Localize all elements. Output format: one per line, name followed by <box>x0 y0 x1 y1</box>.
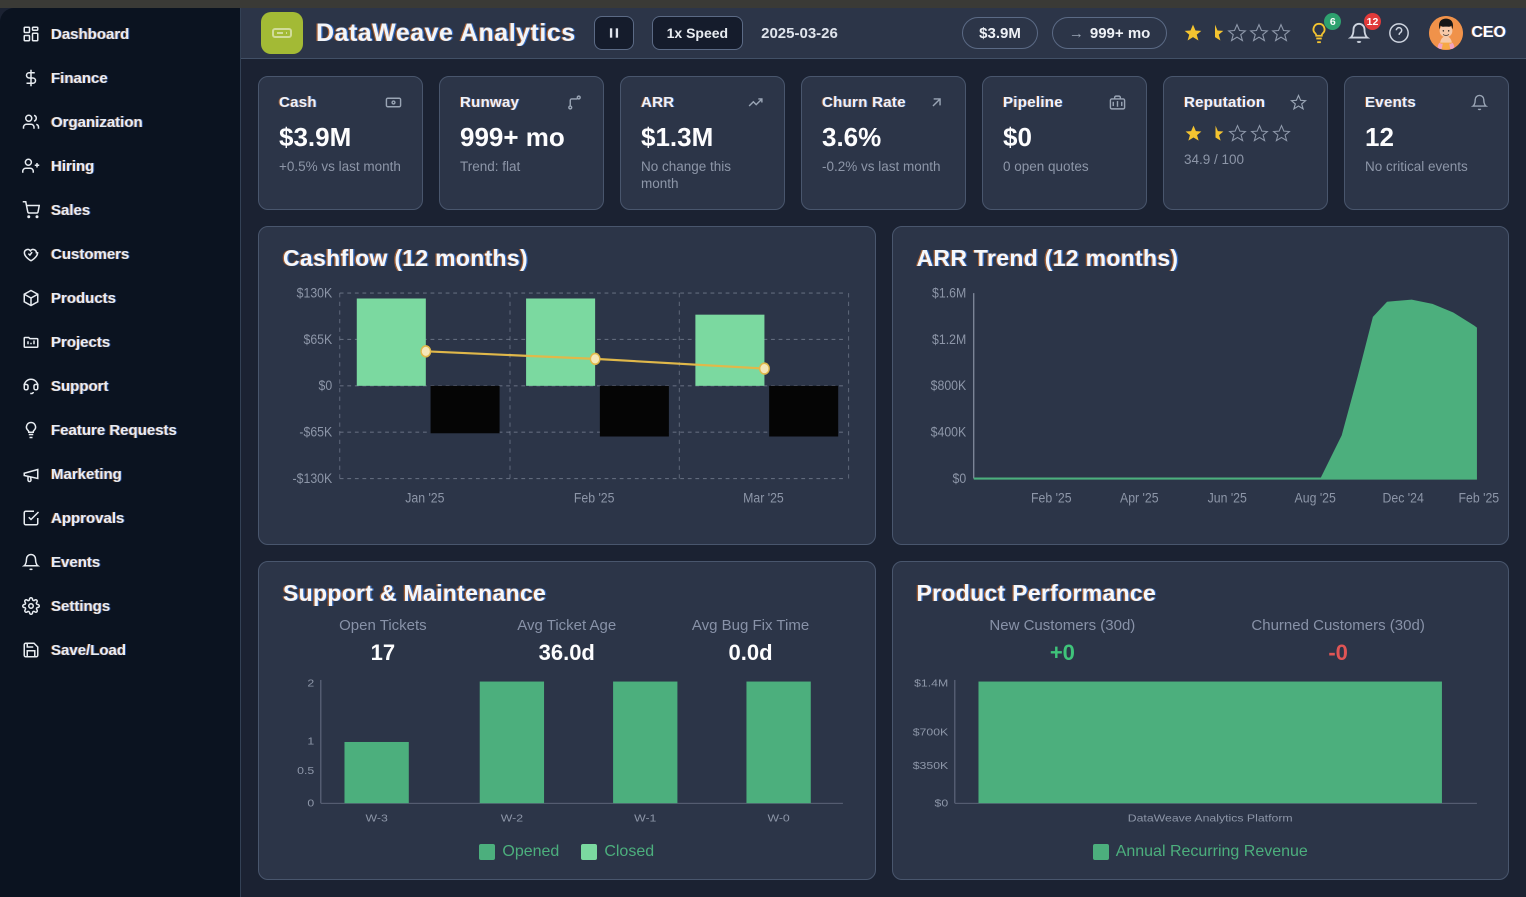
svg-text:$700K: $700K <box>912 727 948 738</box>
svg-text:$0: $0 <box>934 798 948 809</box>
svg-text:Apr '25: Apr '25 <box>1119 490 1158 506</box>
svg-text:Dec '24: Dec '24 <box>1382 490 1423 506</box>
svg-text:0.5: 0.5 <box>297 766 314 777</box>
svg-text:$400K: $400K <box>930 424 966 440</box>
svg-text:Feb '25: Feb '25 <box>1458 490 1499 506</box>
svg-text:W-0: W-0 <box>767 813 789 824</box>
svg-text:2: 2 <box>307 678 314 689</box>
svg-text:Aug '25: Aug '25 <box>1294 490 1335 506</box>
svg-text:$1.4M: $1.4M <box>914 678 948 689</box>
svg-text:$0: $0 <box>319 377 333 393</box>
svg-text:Jan '25: Jan '25 <box>405 490 444 506</box>
svg-text:Jun '25: Jun '25 <box>1207 490 1246 506</box>
svg-text:-$130K: -$130K <box>293 470 333 486</box>
svg-text:-$65K: -$65K <box>299 424 332 440</box>
svg-text:$0: $0 <box>952 470 966 486</box>
svg-text:0: 0 <box>307 798 314 809</box>
svg-text:$130K: $130K <box>297 285 333 301</box>
svg-text:$1.6M: $1.6M <box>932 285 966 301</box>
svg-text:$1.2M: $1.2M <box>932 331 966 347</box>
svg-text:W-1: W-1 <box>634 813 656 824</box>
svg-text:DataWeave Analytics Platform: DataWeave Analytics Platform <box>1127 813 1292 824</box>
svg-text:1: 1 <box>307 736 314 747</box>
svg-text:$65K: $65K <box>303 331 332 347</box>
svg-text:Feb '25: Feb '25 <box>1031 490 1072 506</box>
svg-text:$800K: $800K <box>930 377 966 393</box>
svg-text:Feb '25: Feb '25 <box>574 490 615 506</box>
svg-text:$350K: $350K <box>912 761 948 772</box>
svg-text:Mar '25: Mar '25 <box>743 490 784 506</box>
svg-text:W-2: W-2 <box>501 813 523 824</box>
svg-text:W-3: W-3 <box>365 813 387 824</box>
